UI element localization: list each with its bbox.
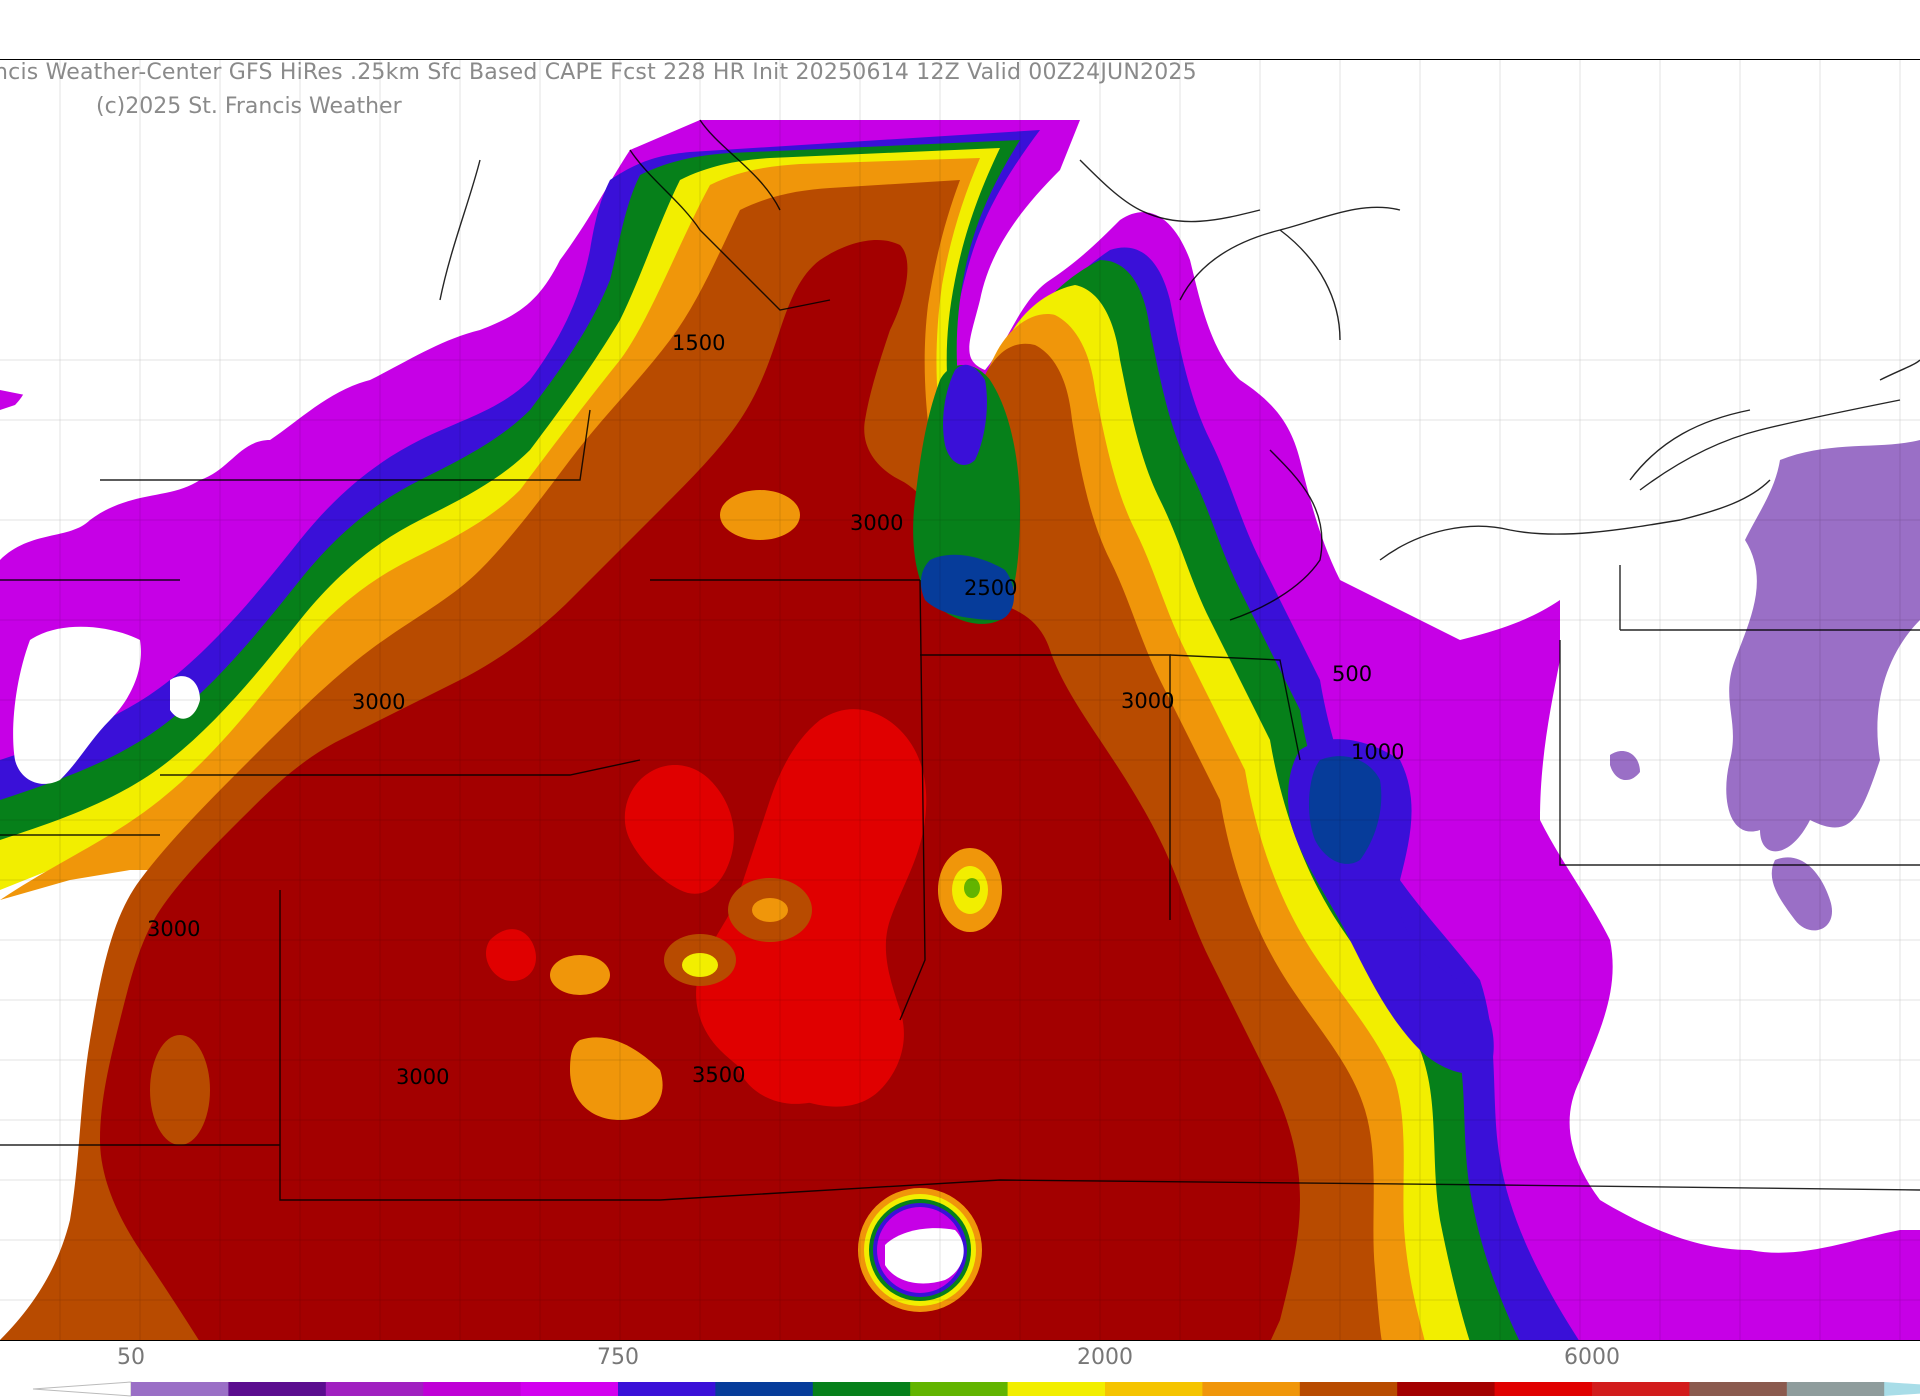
cape-map: 1500 3000 2500 3000 3000 500 1000 3000 3… — [0, 59, 1920, 1341]
state-boundaries — [0, 119, 1920, 1201]
legend-tick-label: 6000 — [1564, 1345, 1620, 1370]
cape-spot-4 — [682, 953, 718, 977]
contour-label: 500 — [1332, 662, 1372, 686]
contour-labels: 1500 3000 2500 3000 3000 500 1000 3000 3… — [147, 331, 1404, 1089]
legend-swatches — [32, 1381, 1920, 1397]
cape-region-50 — [1726, 440, 1920, 852]
legend-swatch — [423, 1382, 522, 1396]
legend-swatch — [1105, 1382, 1203, 1396]
cape-ring-hole — [885, 1228, 964, 1284]
hole-west-3 — [0, 210, 124, 400]
cape-region-50-c — [1771, 857, 1832, 931]
legend-swatch — [618, 1382, 716, 1396]
legend-swatch — [1397, 1382, 1496, 1396]
hole-west-1 — [13, 626, 141, 784]
legend-tick-label: 2000 — [1077, 1345, 1133, 1370]
lake-michigan-blue — [943, 364, 987, 465]
legend-swatch — [1884, 1382, 1920, 1396]
contour-label: 1500 — [672, 331, 725, 355]
color-legend — [32, 1381, 1920, 1397]
legend-swatch — [520, 1382, 619, 1396]
contour-label: 1000 — [1351, 740, 1404, 764]
legend-swatch — [1007, 1382, 1106, 1396]
legend-swatch — [715, 1382, 814, 1396]
cape-region-navy-ohio — [1308, 756, 1382, 864]
contour-label: 3000 — [147, 917, 200, 941]
contour-label: 3500 — [692, 1063, 745, 1087]
legend-swatch — [1299, 1382, 1398, 1396]
contour-label: 3000 — [352, 690, 405, 714]
cape-spot-7 — [570, 1037, 663, 1120]
legend-tick-label: 750 — [597, 1345, 639, 1370]
legend-swatch — [910, 1382, 1009, 1396]
legend-swatch — [1786, 1382, 1885, 1396]
county-grid — [0, 60, 1920, 1340]
cape-region-red-4 — [733, 936, 884, 1104]
legend-tick-label: 50 — [117, 1345, 145, 1370]
contour-label: 3000 — [1121, 689, 1174, 713]
cape-spot-9 — [150, 1035, 210, 1145]
legend-swatch — [1592, 1382, 1690, 1396]
map-title: ncis Weather-Center GFS HiRes .25km Sfc … — [0, 60, 1197, 85]
cape-region-50-b — [1610, 751, 1640, 781]
legend-swatch — [131, 1382, 229, 1396]
cape-region-red-3 — [485, 929, 536, 981]
cape-spot-5 — [550, 955, 610, 995]
contour-label: 3000 — [396, 1065, 449, 1089]
legend-arrow-low — [32, 1381, 132, 1397]
contour-label: 3000 — [850, 511, 903, 535]
cape-region-red-2 — [624, 765, 734, 894]
legend-swatch — [1202, 1382, 1301, 1396]
cape-spot-8 — [720, 490, 800, 540]
cape-spot-3c — [964, 878, 980, 898]
contour-label: 2500 — [964, 576, 1017, 600]
legend-swatch — [1689, 1382, 1788, 1396]
legend-swatch — [812, 1382, 911, 1396]
hole-west-2 — [170, 676, 200, 719]
legend-swatch — [228, 1382, 327, 1396]
lake-michigan-navy — [920, 554, 1015, 620]
copyright-text: (c)2025 St. Francis Weather — [96, 94, 402, 119]
legend-swatch — [325, 1382, 424, 1396]
legend-swatch — [1494, 1382, 1593, 1396]
cape-spot-6 — [752, 898, 788, 922]
